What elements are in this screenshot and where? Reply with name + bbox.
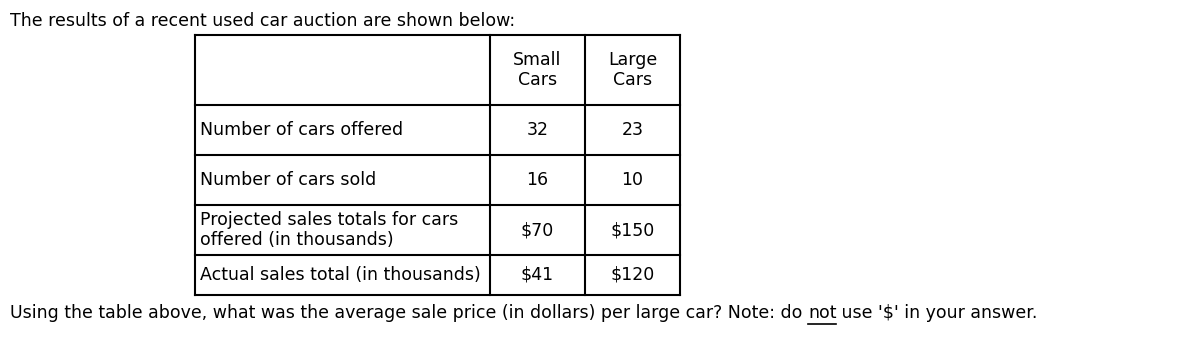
Text: Projected sales totals for cars
offered (in thousands): Projected sales totals for cars offered …	[200, 211, 458, 250]
Text: $150: $150	[611, 221, 655, 239]
Text: Small
Cars: Small Cars	[514, 51, 562, 90]
Text: Actual sales total (in thousands): Actual sales total (in thousands)	[200, 266, 481, 284]
Text: Number of cars offered: Number of cars offered	[200, 121, 403, 139]
Text: 16: 16	[527, 171, 548, 189]
Text: $120: $120	[611, 266, 655, 284]
Text: Number of cars sold: Number of cars sold	[200, 171, 377, 189]
Text: The results of a recent used car auction are shown below:: The results of a recent used car auction…	[10, 12, 515, 30]
Text: $70: $70	[521, 221, 554, 239]
Text: 23: 23	[622, 121, 643, 139]
Text: Using the table above, what was the average sale price (in dollars) per large ca: Using the table above, what was the aver…	[10, 304, 808, 322]
Text: use '$' in your answer.: use '$' in your answer.	[836, 304, 1038, 322]
Text: not: not	[808, 304, 836, 322]
Text: Large
Cars: Large Cars	[608, 51, 658, 90]
Text: $41: $41	[521, 266, 554, 284]
Text: 32: 32	[527, 121, 548, 139]
Text: 10: 10	[622, 171, 643, 189]
